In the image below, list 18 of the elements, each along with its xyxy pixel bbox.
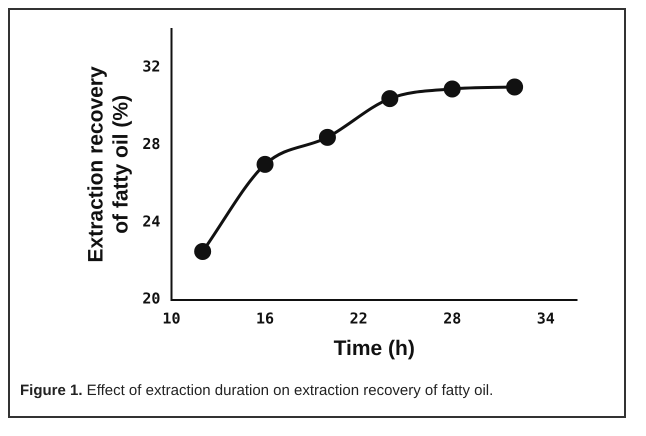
y-tick-label: 32 [142, 58, 160, 76]
x-tick-label: 34 [536, 310, 555, 328]
y-tick-label: 28 [142, 134, 160, 153]
point [318, 128, 336, 146]
y-tick-label: 20 [142, 290, 160, 308]
y-axis-title: Extraction recovery of fatty oil (%) [84, 66, 133, 262]
x-axis-title: Time (h) [334, 337, 415, 360]
point [256, 156, 274, 173]
caption: Figure 1. Effect of extraction duration on extraction recovery of fatty oil. [20, 382, 494, 399]
point [444, 80, 461, 98]
point [194, 242, 212, 260]
x-tick-label: 16 [256, 310, 274, 328]
x-tick-label: 28 [443, 310, 462, 328]
point [506, 78, 524, 96]
y-tick-label: 24 [142, 212, 160, 230]
x-tick-label: 22 [350, 310, 368, 328]
point [381, 90, 398, 108]
x-tick-label: 10 [162, 310, 180, 328]
